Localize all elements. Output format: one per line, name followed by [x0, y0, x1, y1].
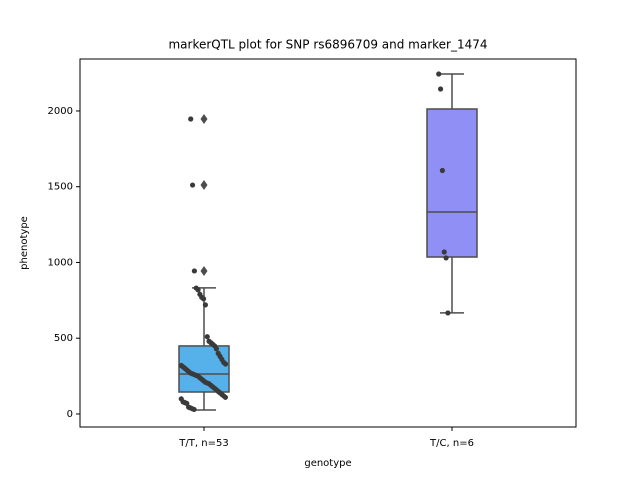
- outlier: [200, 265, 208, 276]
- point: [222, 394, 229, 400]
- point: [437, 86, 444, 92]
- point: [439, 167, 446, 174]
- point: [204, 334, 210, 340]
- y-axis-label: phenotype: [19, 216, 30, 270]
- point: [443, 255, 449, 261]
- y-tick-label: 0: [67, 409, 73, 420]
- point: [189, 182, 196, 188]
- point: [202, 302, 208, 308]
- point: [200, 296, 207, 302]
- y-tick-label: 500: [54, 333, 73, 344]
- y-tick-label: 1000: [48, 257, 73, 268]
- x-tick-label: T/C, n=6: [429, 438, 474, 449]
- point: [191, 268, 197, 274]
- plot-frame: [79, 58, 577, 428]
- outlier: [200, 180, 208, 191]
- point: [188, 116, 194, 122]
- point: [436, 71, 442, 77]
- point: [222, 361, 229, 367]
- y-tick-label: 2000: [48, 106, 73, 117]
- x-tick-label: T/T, n=53: [178, 438, 228, 449]
- point: [441, 249, 447, 255]
- point: [191, 406, 197, 413]
- box: [426, 108, 478, 258]
- x-axis-label: genotype: [304, 458, 351, 469]
- point: [213, 346, 219, 352]
- outlier: [200, 113, 208, 124]
- y-tick-label: 1500: [48, 182, 73, 193]
- point: [195, 287, 201, 293]
- point: [445, 310, 451, 316]
- chart-title: markerQTL plot for SNP rs6896709 and mar…: [168, 38, 487, 52]
